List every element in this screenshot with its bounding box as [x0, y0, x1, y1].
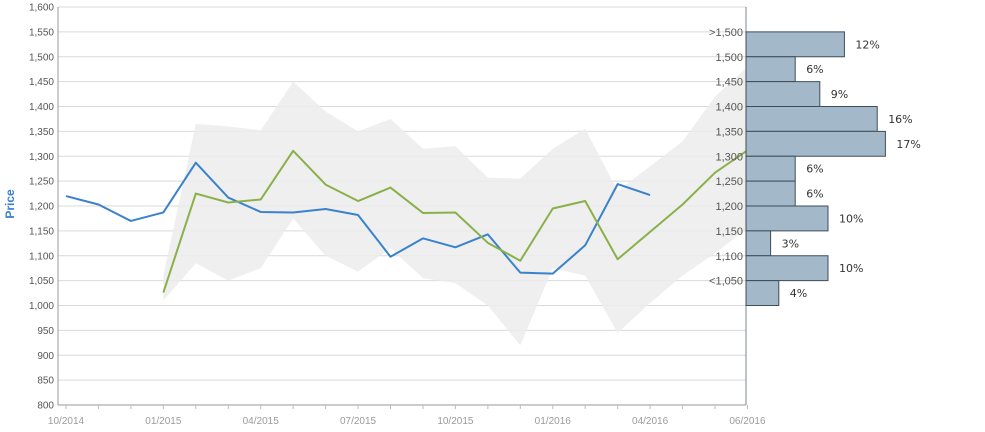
y-axis-label: Price — [3, 189, 17, 219]
distribution-bin-label: 1,200 — [715, 201, 743, 213]
distribution-bin-label: 1,300 — [715, 151, 743, 163]
y-tick-label: 1,250 — [29, 177, 54, 188]
y-tick-label: 800 — [37, 401, 54, 412]
y-tick-label: 1,450 — [29, 77, 54, 88]
distribution-percent-label: 6% — [806, 163, 823, 176]
distribution-percent-label: 6% — [806, 188, 823, 201]
x-tick-label: 04/2015 — [243, 416, 280, 427]
forecast-range-area — [163, 66, 748, 346]
y-tick-label: 1,300 — [29, 152, 54, 163]
distribution-percent-label: 10% — [839, 212, 863, 225]
distribution-bin-label: 1,400 — [715, 102, 743, 114]
x-tick-labels: 10/2014 01/2015 04/2015 07/2015 10/2015 01/20… — [48, 416, 766, 427]
y-tick-label: 900 — [37, 351, 54, 362]
forecast-band — [163, 66, 748, 346]
x-tick-label: 06/2016 — [729, 416, 766, 427]
distribution-bin-label: 1,500 — [715, 52, 743, 64]
distribution-bin-label: >1,500 — [709, 27, 743, 39]
distribution-bar — [745, 205, 829, 232]
distribution-bin-label: 1,100 — [715, 251, 743, 263]
distribution-bar — [745, 130, 886, 157]
distribution-percent-label: 4% — [790, 287, 807, 300]
x-tick-label: 07/2015 — [340, 416, 377, 427]
y-tick-label: 1,500 — [29, 52, 54, 63]
distribution-bar — [745, 255, 829, 282]
y-tick-label: 1,100 — [29, 251, 54, 262]
y-tick-label: 1,600 — [29, 3, 54, 14]
distribution-bar — [745, 180, 796, 207]
distribution-percent-label: 16% — [888, 113, 912, 126]
series-line-2 — [162, 149, 749, 293]
distribution-bar — [745, 230, 772, 257]
distribution-bar — [745, 155, 796, 182]
x-tick-label: 01/2015 — [145, 416, 182, 427]
y-tick-label: 1,350 — [29, 127, 54, 138]
y-tick-label: 1,150 — [29, 226, 54, 237]
y-tick-labels: 800 850 900 950 1,000 1,050 1,100 1,150 1,200 1,2… — [29, 3, 54, 412]
distribution-percent-label: 12% — [855, 38, 879, 51]
y-tick-label: 850 — [37, 376, 54, 387]
distribution-percent-label: 10% — [839, 262, 863, 275]
distribution-bar — [745, 280, 780, 306]
x-tick-label: 04/2016 — [632, 416, 669, 427]
distribution-bin-label: 1,350 — [715, 126, 743, 138]
y-tick-label: 1,400 — [29, 102, 54, 113]
x-tick-label: 10/2015 — [437, 416, 474, 427]
distribution-percent-label: 6% — [806, 63, 823, 76]
distribution-bar — [745, 56, 796, 83]
distribution-percent-label: 17% — [896, 138, 920, 151]
distribution-bin-label: 1,450 — [715, 77, 743, 89]
y-tick-label: 1,200 — [29, 202, 54, 213]
distribution-bar — [745, 31, 845, 58]
x-tick-label: 01/2016 — [535, 416, 572, 427]
series-lines — [65, 149, 749, 293]
distribution-bar — [745, 81, 821, 107]
y-tick-label: 950 — [37, 326, 54, 337]
distribution-percent-label: 3% — [782, 237, 799, 250]
distribution-bin-label: <1,050 — [709, 276, 743, 288]
y-tick-label: 1,550 — [29, 27, 54, 38]
distribution-percent-label: 9% — [831, 88, 848, 101]
distribution-bars: >1,500 12% 1,500 6% 1,450 9% 1,400 16% 1,350 17% 1… — [709, 27, 921, 306]
distribution-bar — [745, 106, 878, 132]
distribution-bin-label: 1,250 — [715, 176, 743, 188]
x-tick-label: 10/2014 — [48, 416, 85, 427]
series-line-1 — [65, 161, 651, 275]
y-tick-label: 1,050 — [29, 276, 54, 287]
distribution-bin-label: 1,150 — [715, 226, 743, 238]
y-tick-label: 1,000 — [29, 301, 54, 312]
